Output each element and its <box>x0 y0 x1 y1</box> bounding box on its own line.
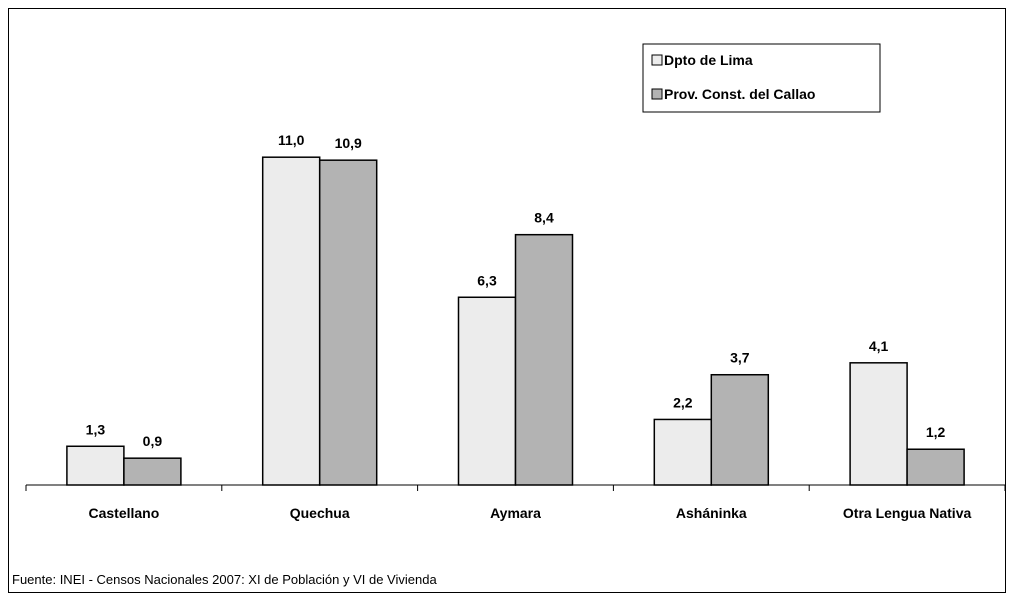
category-label-otra-lengua-nativa: Otra Lengua Nativa <box>843 505 972 521</box>
bar-quechua-dpto-de-lima <box>261 156 321 486</box>
category-label-quechua: Quechua <box>290 505 350 521</box>
bar-otra-lengua-nativa-dpto-de-lima <box>849 362 908 486</box>
category-labels-layer: Castellano Quechua Aymara Asháninka Otra Len… <box>88 505 971 521</box>
value-label-quechua-prov-const-del-callao: 10,9 <box>335 135 362 151</box>
value-label-quechua-dpto-de-lima: 11,0 <box>278 132 305 148</box>
legend-label-callao: Prov. Const. del Callao <box>664 86 815 102</box>
value-label-aymara-prov-const-del-callao: 8,4 <box>534 210 554 226</box>
category-label-aymara: Aymara <box>490 505 541 521</box>
value-label-castellano-prov-const-del-callao: 0,9 <box>143 433 163 449</box>
bar-aymara-prov-const-del-callao <box>514 233 574 486</box>
bar-castellano-prov-const-del-callao <box>123 457 182 486</box>
bars-layer <box>66 156 965 486</box>
bar-quechua-prov-const-del-callao <box>318 159 378 486</box>
value-label-aymara-dpto-de-lima: 6,3 <box>477 272 497 288</box>
bar-otra-lengua-nativa-prov-const-del-callao <box>906 448 965 486</box>
bar-castellano-dpto-de-lima <box>66 445 125 486</box>
value-label-ashaninka-prov-const-del-callao: 3,7 <box>730 350 750 366</box>
value-label-otra-lengua-nativa-dpto-de-lima: 4,1 <box>869 338 889 354</box>
category-label-ashaninka: Asháninka <box>676 505 747 521</box>
x-axis-ticks <box>25 485 1006 491</box>
value-labels-layer: 1,3 0,9 11,0 10,9 6,3 8,4 2,2 3,7 4,1 1,2 <box>86 132 946 449</box>
bar-ashaninka-prov-const-del-callao <box>710 373 770 486</box>
value-label-otra-lengua-nativa-prov-const-del-callao: 1,2 <box>926 424 946 440</box>
bar-ashaninka-dpto-de-lima <box>653 418 713 486</box>
value-label-ashaninka-dpto-de-lima: 2,2 <box>673 394 693 410</box>
legend-swatch-callao <box>651 88 663 100</box>
legend-label-dpto-lima: Dpto de Lima <box>664 52 753 68</box>
category-label-castellano: Castellano <box>88 505 159 521</box>
source-note: Fuente: INEI - Censos Nacionales 2007: X… <box>12 572 437 587</box>
value-label-castellano-dpto-de-lima: 1,3 <box>86 421 106 437</box>
bar-aymara-dpto-de-lima <box>457 296 517 486</box>
legend-swatch-dpto-lima <box>651 54 663 66</box>
legend: Dpto de Lima Prov. Const. del Callao <box>642 43 881 113</box>
legend-box <box>642 43 881 113</box>
